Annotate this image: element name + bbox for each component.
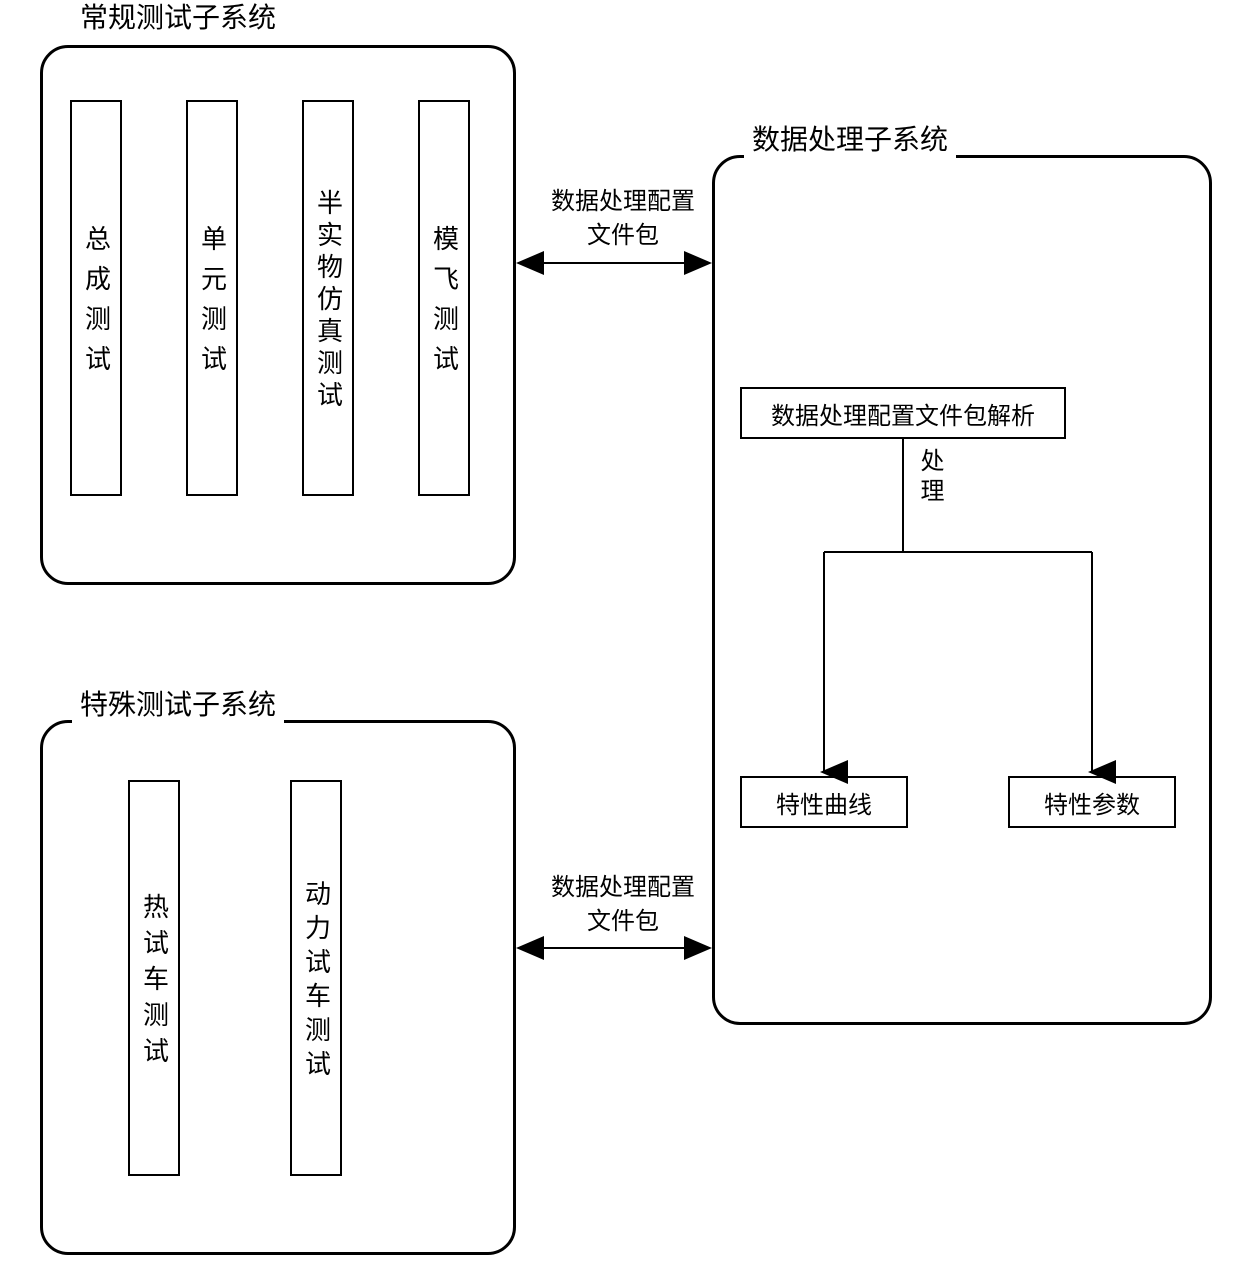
special-panel — [40, 720, 516, 1255]
processing-panel-title: 数据处理子系统 — [744, 118, 956, 158]
connector-bottom-label: 数据处理配置文件包 — [548, 872, 698, 939]
special-item-power-test: 动力试车测试 — [290, 780, 342, 1176]
routine-item-assembly-test: 总成测试 — [70, 100, 122, 496]
process-label: 处理 — [912, 448, 947, 508]
special-panel-title: 特殊测试子系统 — [72, 683, 284, 723]
characteristic-param-box: 特性参数 — [1008, 776, 1176, 828]
routine-item-flight-sim-test: 模飞测试 — [418, 100, 470, 496]
routine-item-unit-test: 单元测试 — [186, 100, 238, 496]
routine-item-hil-sim-test: 半实物仿真测试 — [302, 100, 354, 496]
processing-panel — [712, 155, 1212, 1025]
special-item-hot-test: 热试车测试 — [128, 780, 180, 1176]
routine-panel-title: 常规测试子系统 — [72, 0, 284, 36]
parse-box: 数据处理配置文件包解析 — [740, 387, 1066, 439]
characteristic-curve-box: 特性曲线 — [740, 776, 908, 828]
connector-top-label: 数据处理配置文件包 — [548, 186, 698, 253]
